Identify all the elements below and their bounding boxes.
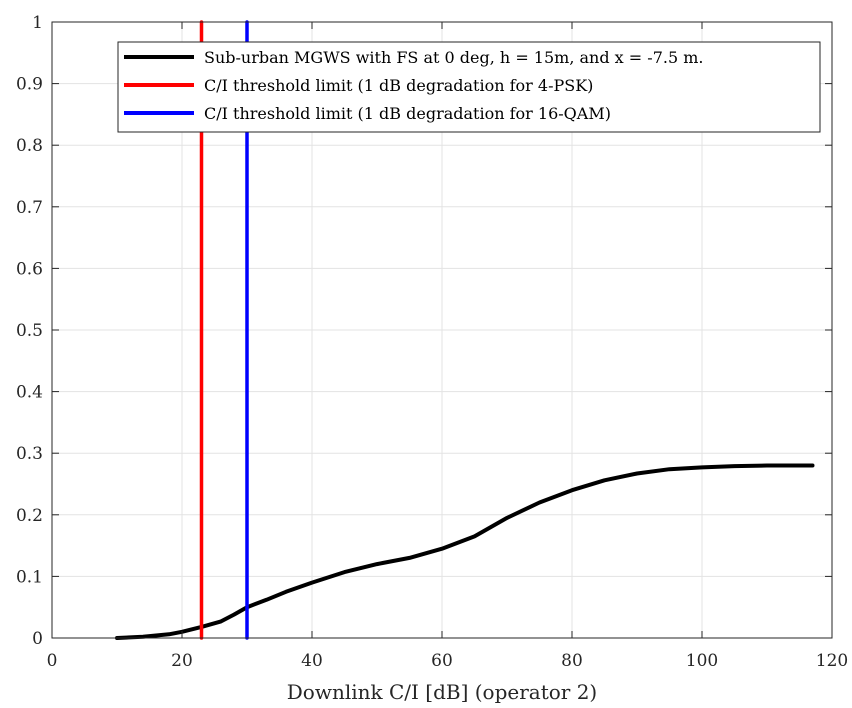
x-tick-label: 40: [301, 651, 323, 671]
y-tick-label: 0.2: [16, 506, 43, 526]
legend-entry-3: C/I threshold limit (1 dB degradation fo…: [204, 104, 611, 123]
x-tick-label: 60: [431, 651, 453, 671]
y-tick-label: 0.8: [16, 136, 43, 156]
y-tick-label: 0.3: [16, 444, 43, 464]
y-tick-label: 0.4: [16, 383, 43, 403]
y-tick-label: 0.7: [16, 198, 43, 218]
legend-items: Sub-urban MGWS with FS at 0 deg, h = 15m…: [124, 48, 703, 123]
x-tick-label: 0: [47, 651, 58, 671]
x-tick-label: 120: [816, 651, 848, 671]
legend-box: [117, 41, 821, 133]
y-tick-label: 1: [32, 13, 43, 33]
y-tick-label: 0.9: [16, 75, 43, 95]
x-tick-label: 100: [686, 651, 718, 671]
y-tick-label: 0.1: [16, 567, 43, 587]
y-tick-label: 0.6: [16, 259, 43, 279]
x-axis-label: Downlink C/I [dB] (operator 2): [287, 680, 597, 704]
legend-entry-2: C/I threshold limit (1 dB degradation fo…: [204, 76, 593, 95]
x-tick-label: 80: [561, 651, 583, 671]
legend: Sub-urban MGWS with FS at 0 deg, h = 15m…: [117, 41, 821, 133]
x-tick-label: 20: [171, 651, 193, 671]
legend-entry-1: Sub-urban MGWS with FS at 0 deg, h = 15m…: [204, 48, 703, 67]
tick-layer: 0 20 40 60 80 100 120 0 0.1 0.2 0.3 0.4 0.5 0.6 0.7 0.8…: [16, 13, 848, 671]
series-line-1: [115, 463, 815, 640]
y-tick-label: 0.5: [16, 321, 43, 341]
y-tick-label: 0: [32, 629, 43, 649]
